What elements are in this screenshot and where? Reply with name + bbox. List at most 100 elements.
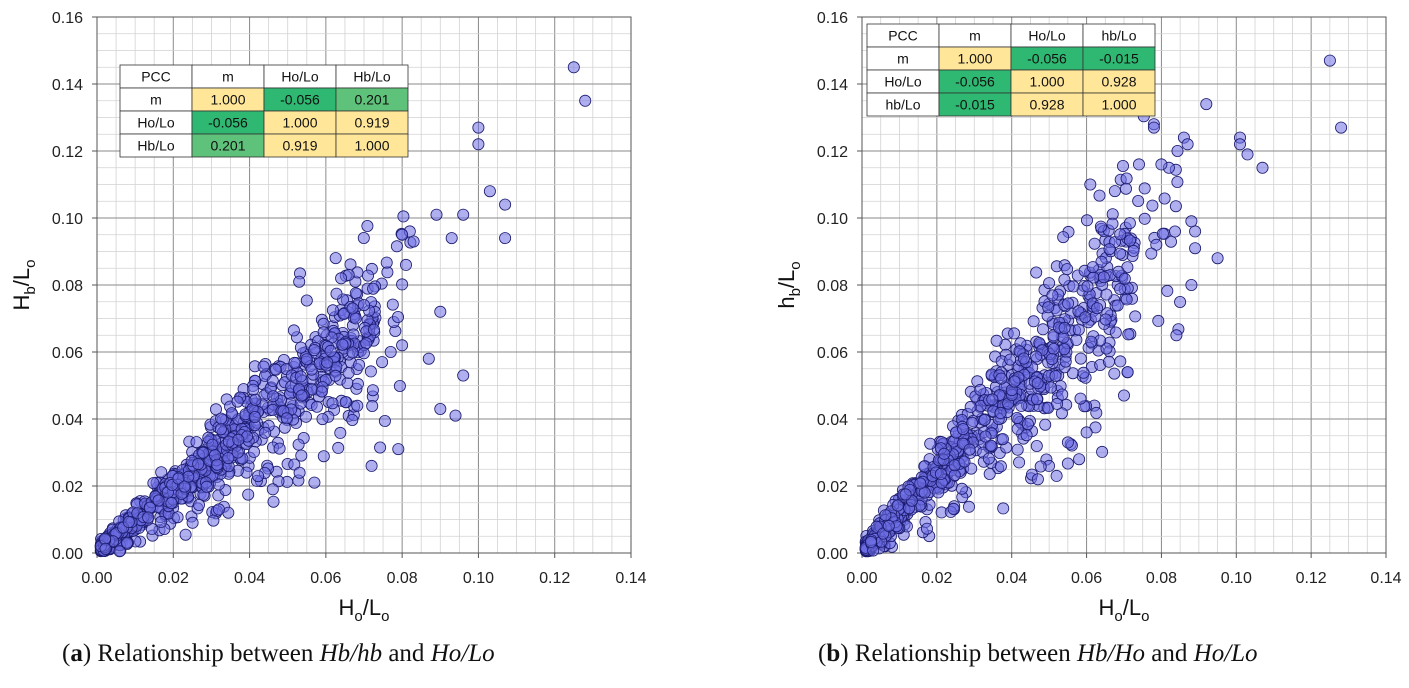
table-cell-text: 1.000 [210, 92, 245, 108]
data-point [1103, 355, 1116, 368]
scatter-points [859, 54, 1348, 558]
data-point [1138, 212, 1151, 225]
data-point [882, 520, 895, 533]
data-point [1114, 247, 1127, 260]
data-point [397, 210, 410, 223]
data-point [947, 502, 960, 515]
data-point [1074, 352, 1087, 365]
data-point [1152, 314, 1165, 327]
data-point [891, 499, 904, 512]
data-point [1124, 234, 1137, 247]
x-tick-label: 0.06 [1071, 570, 1102, 587]
data-point [206, 438, 219, 451]
data-point [212, 503, 225, 516]
data-point [147, 477, 160, 490]
data-point [391, 310, 404, 323]
data-point [1030, 439, 1043, 452]
data-point [330, 287, 343, 300]
caption-a-expr2: Ho/Lo [430, 640, 495, 667]
data-point [376, 356, 389, 369]
data-point [1185, 215, 1198, 228]
data-point [222, 452, 235, 465]
data-point [249, 393, 262, 406]
data-point [1106, 217, 1119, 230]
data-point [1094, 220, 1107, 233]
caption-b-expr1: Hb/Ho [1076, 640, 1146, 667]
data-point [342, 366, 355, 379]
data-point [294, 370, 307, 383]
table-header-text: Ho/Lo [1028, 28, 1066, 44]
data-point [457, 208, 470, 221]
data-point [292, 438, 305, 451]
data-point [1020, 429, 1033, 442]
data-point [921, 522, 934, 535]
x-tick-label: 0.02 [158, 570, 189, 587]
data-point [357, 347, 370, 360]
data-point [178, 480, 191, 493]
table-cell-text: 0.928 [1029, 97, 1064, 113]
data-point [1122, 328, 1135, 341]
data-point [294, 341, 307, 354]
data-point [1129, 310, 1142, 323]
data-point [1027, 315, 1040, 328]
data-point [1169, 225, 1182, 238]
data-point [1171, 175, 1184, 188]
y-tick-label: 0.10 [52, 211, 83, 228]
data-point [367, 282, 380, 295]
data-point [326, 304, 339, 317]
x-tick-label: 0.12 [1296, 570, 1327, 587]
data-point [300, 353, 313, 366]
y-tick-label: 0.08 [52, 278, 83, 295]
table-header-text: m [222, 69, 234, 85]
data-point [384, 345, 397, 358]
table-cell-text: 1.000 [1029, 74, 1064, 90]
y-tick-label: 0.04 [52, 412, 83, 429]
data-point [346, 346, 359, 359]
data-point [997, 502, 1010, 515]
data-point [1073, 453, 1086, 466]
table-cell-text: Ho/Lo [884, 74, 922, 90]
data-point [209, 403, 222, 416]
data-point [365, 459, 378, 472]
pcc-table: PCC m Ho/Lo Hb/Lo m 1.000 -0.056 0.201 Ho/Lo -0.0… [119, 64, 409, 158]
data-point [179, 528, 192, 541]
data-point [287, 324, 300, 337]
data-point [190, 436, 203, 449]
table-cell-text: m [150, 92, 162, 108]
data-point [1013, 456, 1026, 469]
table-cell-text: -0.015 [955, 97, 995, 113]
data-point [1169, 200, 1182, 213]
data-point [1108, 367, 1121, 380]
caption-a-and: and [388, 640, 425, 667]
data-point [1004, 353, 1017, 366]
data-point [267, 495, 280, 508]
data-point [211, 458, 224, 471]
data-point [197, 446, 210, 459]
data-point [499, 198, 512, 211]
x-axis-label: Ho/Lo [339, 595, 390, 625]
data-point [1051, 397, 1064, 410]
caption-b-text: Relationship between [854, 640, 1071, 667]
table-cell-text: 0.201 [354, 92, 389, 108]
table-cell-text: -0.015 [1099, 51, 1139, 67]
data-point [267, 390, 280, 403]
data-point [978, 414, 991, 427]
pcc-table: PCC m Ho/Lo hb/Lo m 1.000 -0.056 -0.015 Ho/Lo -0.… [866, 23, 1156, 117]
data-point [207, 514, 220, 527]
data-point [1046, 353, 1059, 366]
data-point [1093, 189, 1106, 202]
data-point [1085, 335, 1098, 348]
data-point [1165, 235, 1178, 248]
data-point [1256, 161, 1269, 174]
data-point [1049, 369, 1062, 382]
data-point [329, 369, 342, 382]
data-point [1147, 121, 1160, 134]
data-point [1181, 138, 1194, 151]
data-point [1084, 178, 1097, 191]
data-point [346, 302, 359, 315]
data-point [378, 414, 391, 427]
data-point [963, 443, 976, 456]
data-point [374, 441, 387, 454]
data-point [293, 275, 306, 288]
